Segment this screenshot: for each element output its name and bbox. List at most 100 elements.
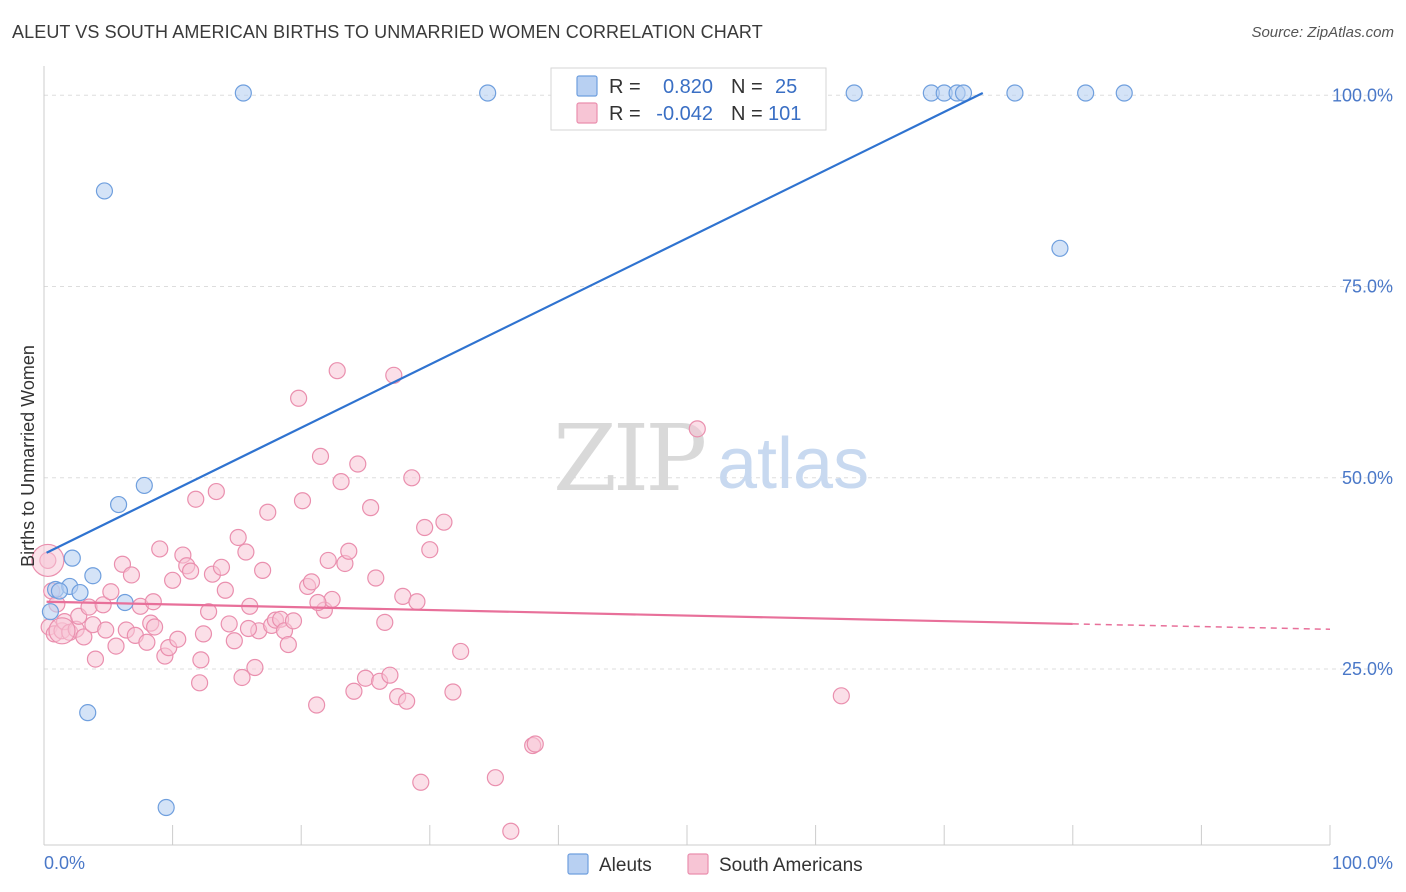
south-american-point — [408, 593, 426, 611]
south-american-point — [308, 696, 326, 714]
south-american-point — [323, 590, 341, 609]
south-american-point — [138, 633, 156, 651]
south-american-point — [340, 542, 358, 560]
x-tick-label-min: 0.0% — [44, 853, 85, 873]
south-american-point — [362, 499, 380, 517]
south-american-point — [302, 573, 321, 591]
y-tick-label: 50.0% — [1342, 468, 1393, 488]
y-tick-label: 25.0% — [1342, 659, 1393, 679]
legend-r-label-south-american: R = — [609, 103, 641, 125]
south-american-point — [122, 566, 141, 584]
south-american-point — [144, 593, 162, 611]
legend-r-value-aleut: 0.820 — [663, 76, 713, 98]
legend-swatch-aleut — [576, 75, 598, 97]
aleut-point — [845, 84, 863, 102]
legend-n-label-aleut: N = — [731, 76, 763, 98]
aleut-point — [135, 476, 153, 495]
south-american-point — [502, 822, 520, 840]
legend-n-value-aleut: 25 — [775, 76, 797, 98]
legend-swatch-south-american — [576, 102, 598, 124]
y-tick-label: 75.0% — [1342, 277, 1393, 297]
south-american-point — [416, 518, 434, 537]
legend: R = 0.820 N = 25 R = -0.042 N = 101 — [550, 67, 827, 131]
x-tick-label-max: 100.0% — [1332, 853, 1393, 873]
source-label: Source: ZipAtlas.com — [1251, 24, 1394, 41]
south-american-point — [381, 666, 399, 684]
south-american-point — [86, 650, 105, 668]
south-american-point — [356, 669, 375, 687]
aleut-point — [479, 84, 497, 102]
south-american-point — [832, 687, 850, 705]
south-american-point — [412, 773, 430, 791]
south-american-point — [151, 540, 169, 558]
south-american-point — [169, 630, 187, 648]
south-american-point — [688, 420, 706, 438]
legend-n-value-south-american: 101 — [768, 103, 801, 125]
south-american-point — [145, 618, 164, 636]
south-american-point — [526, 735, 544, 753]
watermark-atlas: atlas — [717, 424, 869, 504]
gridlines — [44, 94, 1392, 670]
south-american-points — [31, 362, 850, 840]
south-american-point — [229, 528, 247, 547]
south-american-point — [164, 571, 182, 589]
legend-r-value-south-american: -0.042 — [656, 103, 713, 125]
south-american-point — [187, 490, 205, 508]
south-american-point — [246, 658, 264, 677]
south-american-point-large — [31, 543, 65, 578]
south-american-point — [319, 551, 337, 570]
south-american-point — [200, 603, 218, 621]
south-american-point — [435, 513, 453, 531]
y-tick-label: 100.0% — [1332, 85, 1393, 105]
south-american-point — [311, 447, 330, 465]
watermark-zip: ZIP — [553, 405, 704, 512]
south-american-point — [385, 366, 403, 384]
south-american-point — [332, 473, 350, 491]
south-american-point — [225, 632, 243, 650]
south-american-point — [237, 543, 255, 561]
trend-lines — [46, 92, 1331, 631]
aleut-point — [1115, 84, 1133, 102]
south-american-point — [284, 612, 303, 630]
y-tick-labels: 25.0% 50.0% 75.0% 100.0% — [1332, 85, 1393, 679]
south-american-point — [293, 492, 312, 510]
bottom-legend-swatch-south-american — [687, 853, 709, 875]
south-american-point — [191, 674, 209, 692]
aleut-point — [71, 583, 89, 602]
aleut-point — [84, 567, 102, 585]
axes — [43, 66, 1331, 846]
chart-title: ALEUT VS SOUTH AMERICAN BIRTHS TO UNMARR… — [12, 22, 763, 42]
aleut-point — [50, 582, 69, 600]
south-american-point — [233, 668, 251, 687]
south-american-point — [97, 621, 115, 639]
south-american-point — [207, 482, 225, 501]
bottom-legend-label-south-american: South Americans — [719, 855, 863, 876]
south-american-point — [444, 683, 462, 701]
south-american-point — [216, 581, 234, 599]
aleut-point — [109, 495, 128, 514]
aleut-point — [1006, 84, 1024, 102]
aleut-point — [234, 84, 252, 102]
aleut-point — [954, 84, 973, 102]
south-american-point — [194, 625, 213, 643]
legend-n-label-south-american: N = — [731, 103, 763, 125]
south-american-point — [290, 389, 308, 407]
y-axis-label: Births to Unmarried Women — [18, 345, 38, 567]
south-american-point — [376, 613, 394, 631]
south-american-point — [107, 637, 125, 655]
south-american-point — [279, 635, 297, 654]
south-american-point — [220, 615, 238, 633]
south-american-point — [182, 562, 200, 580]
south-american-point — [212, 558, 231, 576]
aleut-point — [63, 549, 81, 567]
south-american-point — [345, 682, 363, 700]
south-american-point — [192, 651, 210, 669]
bottom-legend: Aleuts South Americans — [567, 853, 863, 876]
aleut-point — [1077, 84, 1095, 102]
south-american-point — [486, 769, 504, 787]
south-american-point — [421, 541, 439, 559]
south-american-point — [328, 362, 346, 380]
south-american-point — [94, 596, 112, 614]
aleut-point — [157, 798, 175, 817]
